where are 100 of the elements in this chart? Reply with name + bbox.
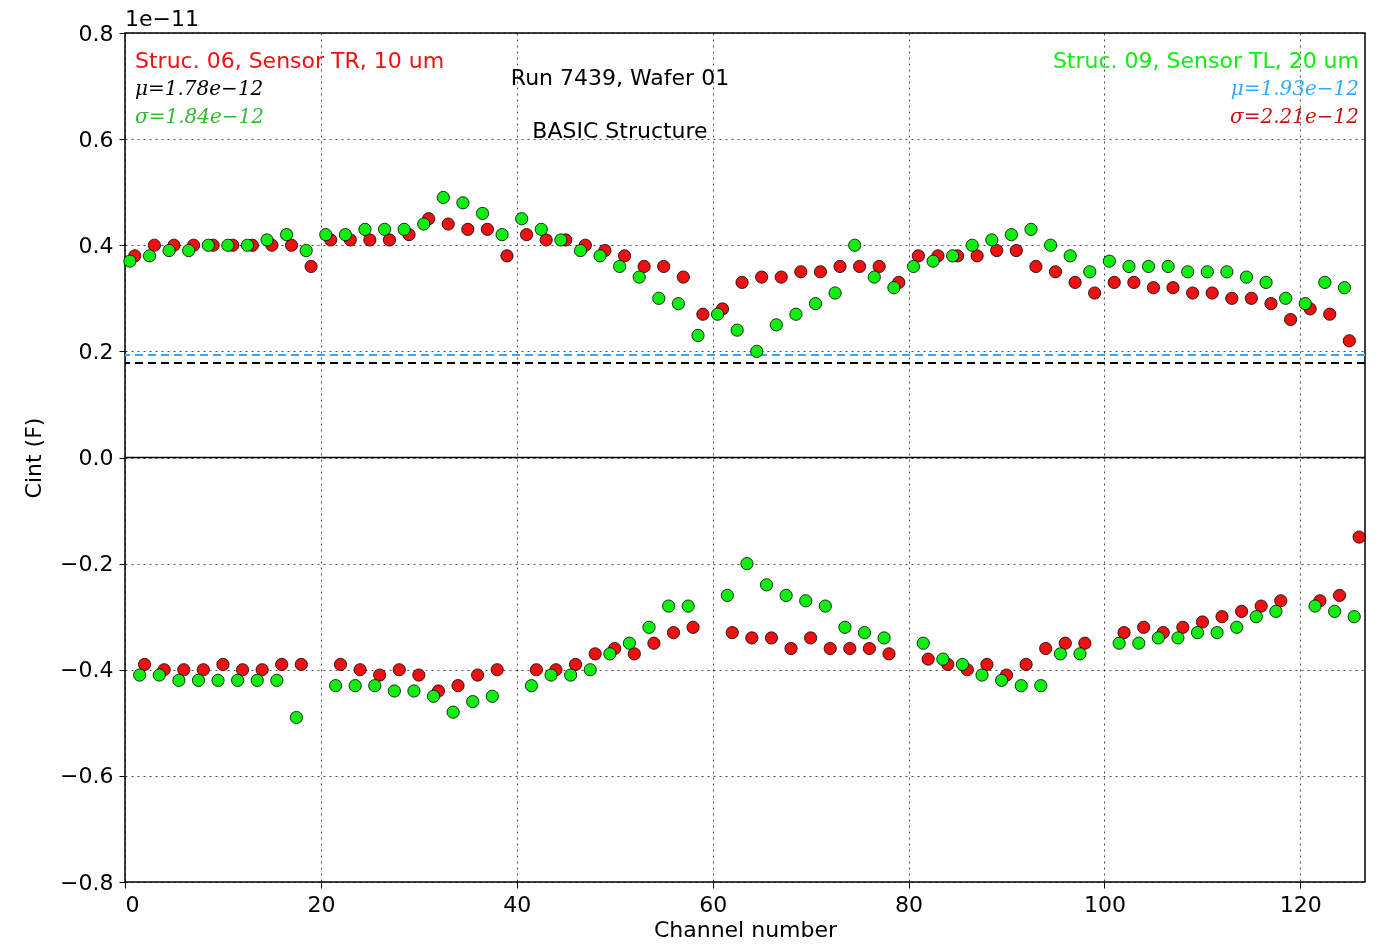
point xyxy=(172,673,186,687)
point xyxy=(823,642,837,656)
x-tick-label: 0 xyxy=(125,891,140,917)
x-tick-label: 120 xyxy=(1279,891,1322,917)
point xyxy=(373,668,387,682)
point xyxy=(368,679,382,693)
point xyxy=(446,705,460,719)
point xyxy=(152,668,166,682)
y-tick-label: −0.6 xyxy=(60,763,114,789)
point xyxy=(995,673,1009,687)
point xyxy=(877,631,891,645)
point xyxy=(1235,604,1249,618)
y-tick-label: −0.2 xyxy=(60,551,114,577)
annotation: BASIC Structure xyxy=(532,118,708,143)
point xyxy=(1347,610,1361,624)
point xyxy=(1039,642,1053,656)
point xyxy=(1073,647,1087,661)
point xyxy=(740,557,754,571)
point xyxy=(686,620,700,634)
point xyxy=(720,588,734,602)
point xyxy=(275,657,289,671)
point xyxy=(1132,636,1146,650)
point xyxy=(196,663,210,677)
point xyxy=(294,657,308,671)
point xyxy=(1117,626,1131,640)
point xyxy=(916,636,930,650)
point xyxy=(662,599,676,613)
y-tick-label: 0.6 xyxy=(78,126,114,152)
point xyxy=(779,588,793,602)
point xyxy=(955,657,969,671)
point xyxy=(760,578,774,592)
point xyxy=(764,631,778,645)
point xyxy=(681,599,695,613)
point xyxy=(818,599,832,613)
point xyxy=(490,663,504,677)
point xyxy=(1019,657,1033,671)
y-tick-label: 0.0 xyxy=(78,445,114,470)
point xyxy=(1254,599,1268,613)
point xyxy=(725,626,739,640)
x-tick-label: 60 xyxy=(699,891,728,917)
point xyxy=(784,642,798,656)
point xyxy=(466,695,480,709)
point xyxy=(524,679,538,693)
point xyxy=(250,673,264,687)
point xyxy=(1215,610,1229,624)
y-axis-title: Cint (F) xyxy=(21,417,47,499)
annotation: Run 7439, Wafer 01 xyxy=(510,65,730,90)
point xyxy=(1328,604,1342,618)
point xyxy=(1058,636,1072,650)
point xyxy=(1195,615,1209,629)
point xyxy=(1249,610,1263,624)
y-tick-label: 0.2 xyxy=(78,338,114,364)
point xyxy=(1171,631,1185,645)
x-tick-label: 80 xyxy=(895,891,924,917)
point xyxy=(329,679,343,693)
point xyxy=(1269,604,1283,618)
point xyxy=(804,631,818,645)
x-axis-title: Channel number xyxy=(653,916,839,942)
point xyxy=(236,663,250,677)
annotation: σ=2.21e−12 xyxy=(1230,104,1359,128)
point xyxy=(588,647,602,661)
point xyxy=(387,684,401,698)
point xyxy=(289,710,303,725)
x-tick-label: 20 xyxy=(307,891,336,917)
x-tick-label: 40 xyxy=(503,891,532,917)
point xyxy=(1190,626,1205,640)
point xyxy=(451,679,465,693)
point xyxy=(177,663,191,677)
point xyxy=(921,652,935,666)
point xyxy=(255,663,269,677)
point xyxy=(1333,588,1347,602)
point xyxy=(1274,594,1288,608)
point xyxy=(270,673,284,687)
point xyxy=(544,668,558,682)
y-tick-label: 0.8 xyxy=(78,20,114,46)
point xyxy=(1053,647,1067,661)
y-tick-label: 0.4 xyxy=(78,232,114,258)
point xyxy=(627,647,641,661)
point xyxy=(1034,679,1048,693)
point xyxy=(1210,626,1224,640)
point xyxy=(1230,620,1244,634)
text: Struc. 06, Sensor TR, 10 um xyxy=(135,48,445,73)
x-tick-label: 100 xyxy=(1083,891,1126,917)
point xyxy=(471,668,485,682)
point xyxy=(1151,631,1165,645)
point xyxy=(1112,636,1126,650)
point xyxy=(603,647,617,661)
point xyxy=(427,689,441,703)
point xyxy=(569,657,583,671)
point xyxy=(1014,679,1028,693)
point xyxy=(882,647,896,661)
y-tick-label: −0.8 xyxy=(60,869,114,895)
point xyxy=(1308,599,1322,613)
point xyxy=(647,636,661,650)
text: Struc. 09, Sensor TL, 20 um xyxy=(1052,48,1359,73)
point xyxy=(564,668,578,682)
point xyxy=(412,668,426,682)
point xyxy=(333,657,348,671)
point xyxy=(1078,636,1092,650)
point xyxy=(583,663,597,677)
